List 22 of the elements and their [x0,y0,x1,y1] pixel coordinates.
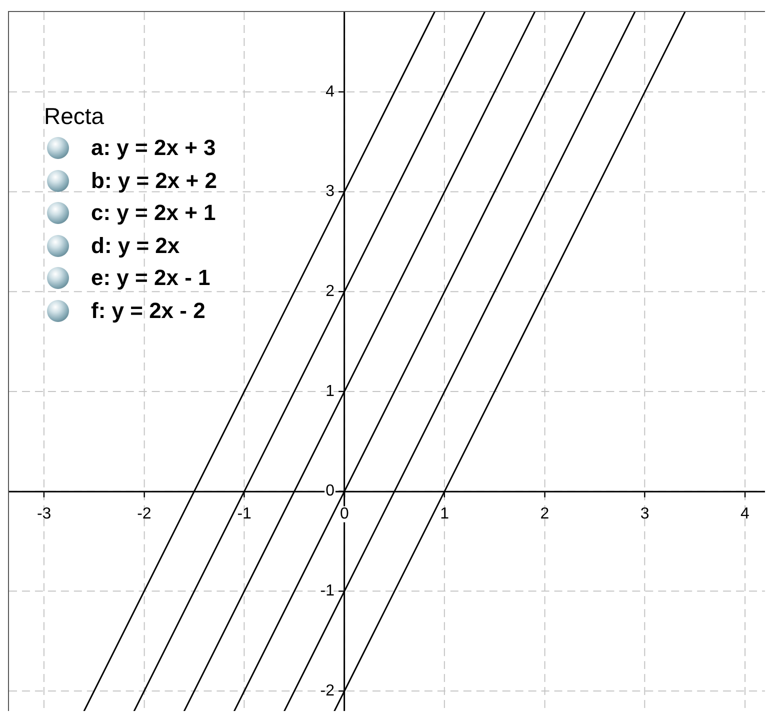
x-tick-label: -3 [36,506,52,523]
legend-label: e: y = 2x - 1 [91,265,210,292]
y-tick-label: 1 [326,382,335,400]
x-tick-label: 1 [440,506,450,523]
legend-label: a: y = 2x + 3 [91,135,216,162]
legend-label: d: y = 2x [91,232,180,259]
legend-label: f: y = 2x - 2 [91,298,206,324]
x-tick-label: 4 [740,506,750,523]
y-tick-label: -1 [320,582,335,600]
y-tick-label: -2 [320,682,335,700]
y-tick-label: 2 [326,283,335,300]
y-tick-label: 3 [326,183,335,200]
x-tick-label: 0 [340,506,349,523]
x-tick-label: 3 [640,506,650,523]
x-tick-label: -1 [237,506,252,523]
y-tick-label: 0 [326,482,335,500]
legend-title: Recta [44,102,106,131]
x-tick-label: 2 [540,506,550,523]
legend-label: c: y = 2x + 1 [91,200,216,226]
x-tick-label: -2 [137,506,152,523]
y-tick-label: 4 [326,83,335,100]
legend-label: b: y = 2x + 2 [91,168,217,194]
